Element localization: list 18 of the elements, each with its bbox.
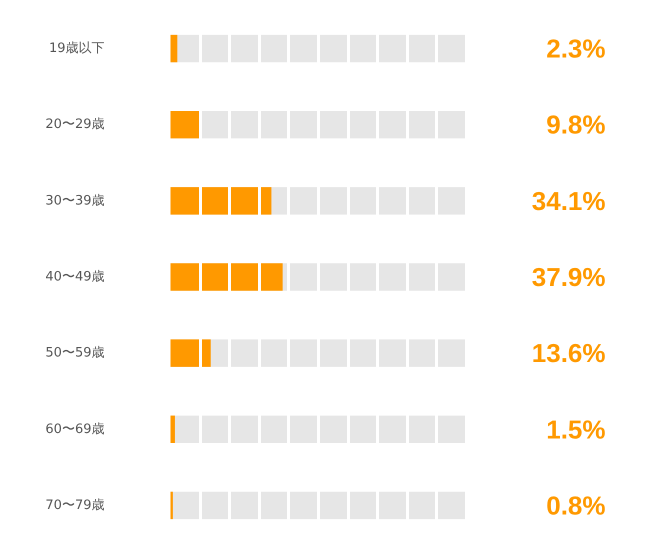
data-label: 37.9% — [532, 262, 606, 292]
bar — [170, 416, 175, 443]
y-tick-label: 30〜39歳 — [45, 193, 105, 208]
data-label: 0.8% — [546, 490, 606, 520]
y-tick-label: 70〜79歳 — [45, 498, 105, 513]
bar — [170, 339, 211, 367]
y-tick-label: 20〜29歳 — [45, 117, 105, 132]
y-tick-label: 19歳以下 — [48, 41, 105, 56]
y-tick-label: 40〜49歳 — [45, 270, 105, 284]
y-tick-label: 60〜69歳 — [45, 422, 105, 437]
y-tick-label: 50〜59歳 — [45, 346, 105, 361]
data-label: 1.5% — [546, 414, 606, 444]
data-label: 34.1% — [532, 186, 606, 216]
data-label: 9.8% — [546, 110, 606, 140]
bar — [170, 34, 178, 62]
data-label: 2.3% — [546, 34, 606, 64]
data-label: 13.6% — [532, 338, 606, 368]
bar — [170, 111, 200, 138]
